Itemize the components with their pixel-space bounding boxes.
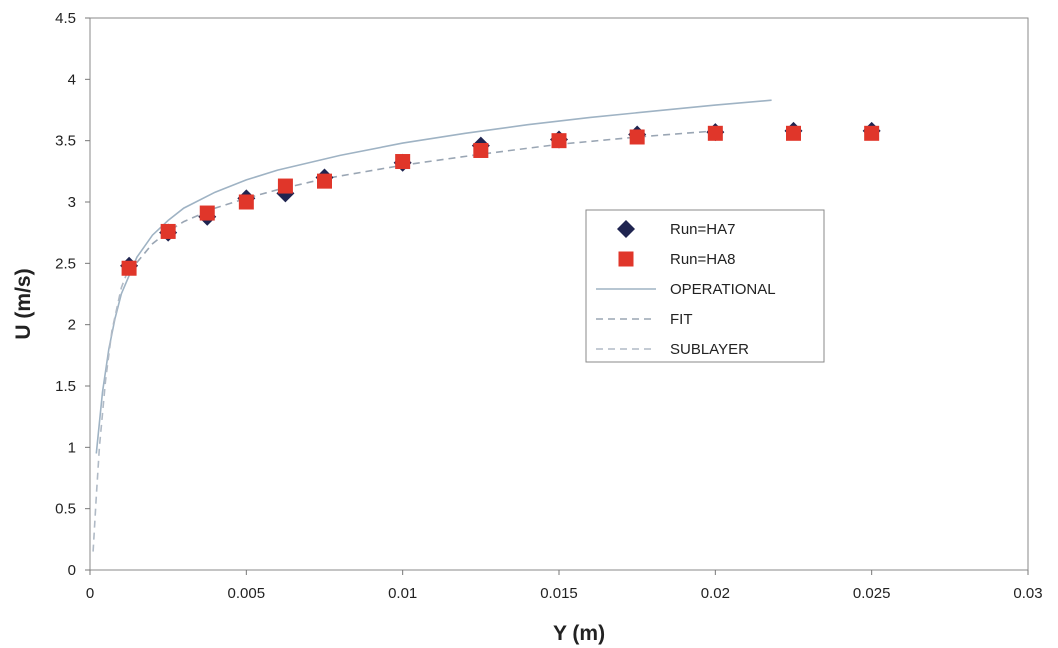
legend-item: FIT — [596, 311, 693, 328]
y-tick-label: 1.5 — [55, 378, 76, 395]
x-tick-label: 0.03 — [1013, 585, 1042, 602]
data-point — [551, 133, 567, 149]
legend-label: Run=HA8 — [670, 251, 735, 268]
data-point — [786, 125, 801, 141]
y-tick-label: 4.5 — [55, 10, 76, 27]
data-point — [121, 260, 137, 276]
data-point — [160, 223, 176, 239]
y-tick-label: 2 — [68, 317, 76, 334]
series-sublayer — [92, 263, 132, 552]
x-tick-label: 0.005 — [228, 585, 266, 602]
data-point — [199, 205, 215, 221]
y-tick-label: 0 — [68, 562, 76, 579]
legend-item: Run=HA8 — [618, 251, 735, 268]
y-tick-label: 4 — [68, 71, 76, 88]
y-axis-ticks: 0 0.5 1 1.5 2 2.5 3 3.5 4 4.5 — [55, 10, 90, 579]
x-tick-label: 0.025 — [853, 585, 891, 602]
y-tick-label: 3 — [68, 194, 76, 211]
x-tick-label: 0 — [86, 585, 94, 602]
y-tick-label: 2.5 — [55, 255, 76, 272]
legend-label: Run=HA7 — [670, 221, 735, 238]
series-line-operational — [95, 99, 772, 454]
data-point — [629, 129, 645, 145]
y-tick-label: 3.5 — [55, 133, 76, 150]
data-point — [473, 142, 489, 158]
series-operational — [95, 99, 772, 454]
legend-swatch — [617, 220, 635, 238]
legend-label: OPERATIONAL — [670, 281, 776, 298]
x-axis-ticks: 0 0.005 0.01 0.015 0.02 0.025 0.03 — [86, 570, 1043, 602]
y-axis-title: U (m/s) — [12, 268, 35, 339]
data-point — [707, 125, 723, 141]
data-point — [864, 125, 880, 141]
legend-swatch — [618, 251, 634, 267]
data-point — [277, 178, 293, 194]
x-tick-label: 0.01 — [388, 585, 417, 602]
data-point — [395, 154, 411, 170]
legend-label: SUBLAYER — [670, 341, 749, 358]
x-axis-title: Y (m) — [553, 622, 605, 645]
y-tick-label: 1 — [68, 439, 76, 456]
data-point — [317, 173, 332, 189]
legend-item: OPERATIONAL — [596, 281, 776, 298]
series-run-ha8 — [121, 125, 880, 276]
plot-area — [89, 17, 1029, 571]
x-tick-label: 0.02 — [701, 585, 730, 602]
y-tick-label: 0.5 — [55, 501, 76, 518]
series-line-sublayer — [92, 263, 132, 552]
legend-item: Run=HA7 — [617, 220, 735, 238]
series-layer — [92, 99, 881, 552]
data-point — [238, 194, 254, 210]
legend: Run=HA7 Run=HA8 OPERATIONAL FIT SUBLAYER — [585, 209, 825, 363]
legend-label: FIT — [670, 311, 693, 328]
legend-item: SUBLAYER — [596, 341, 749, 358]
x-tick-label: 0.015 — [540, 585, 578, 602]
